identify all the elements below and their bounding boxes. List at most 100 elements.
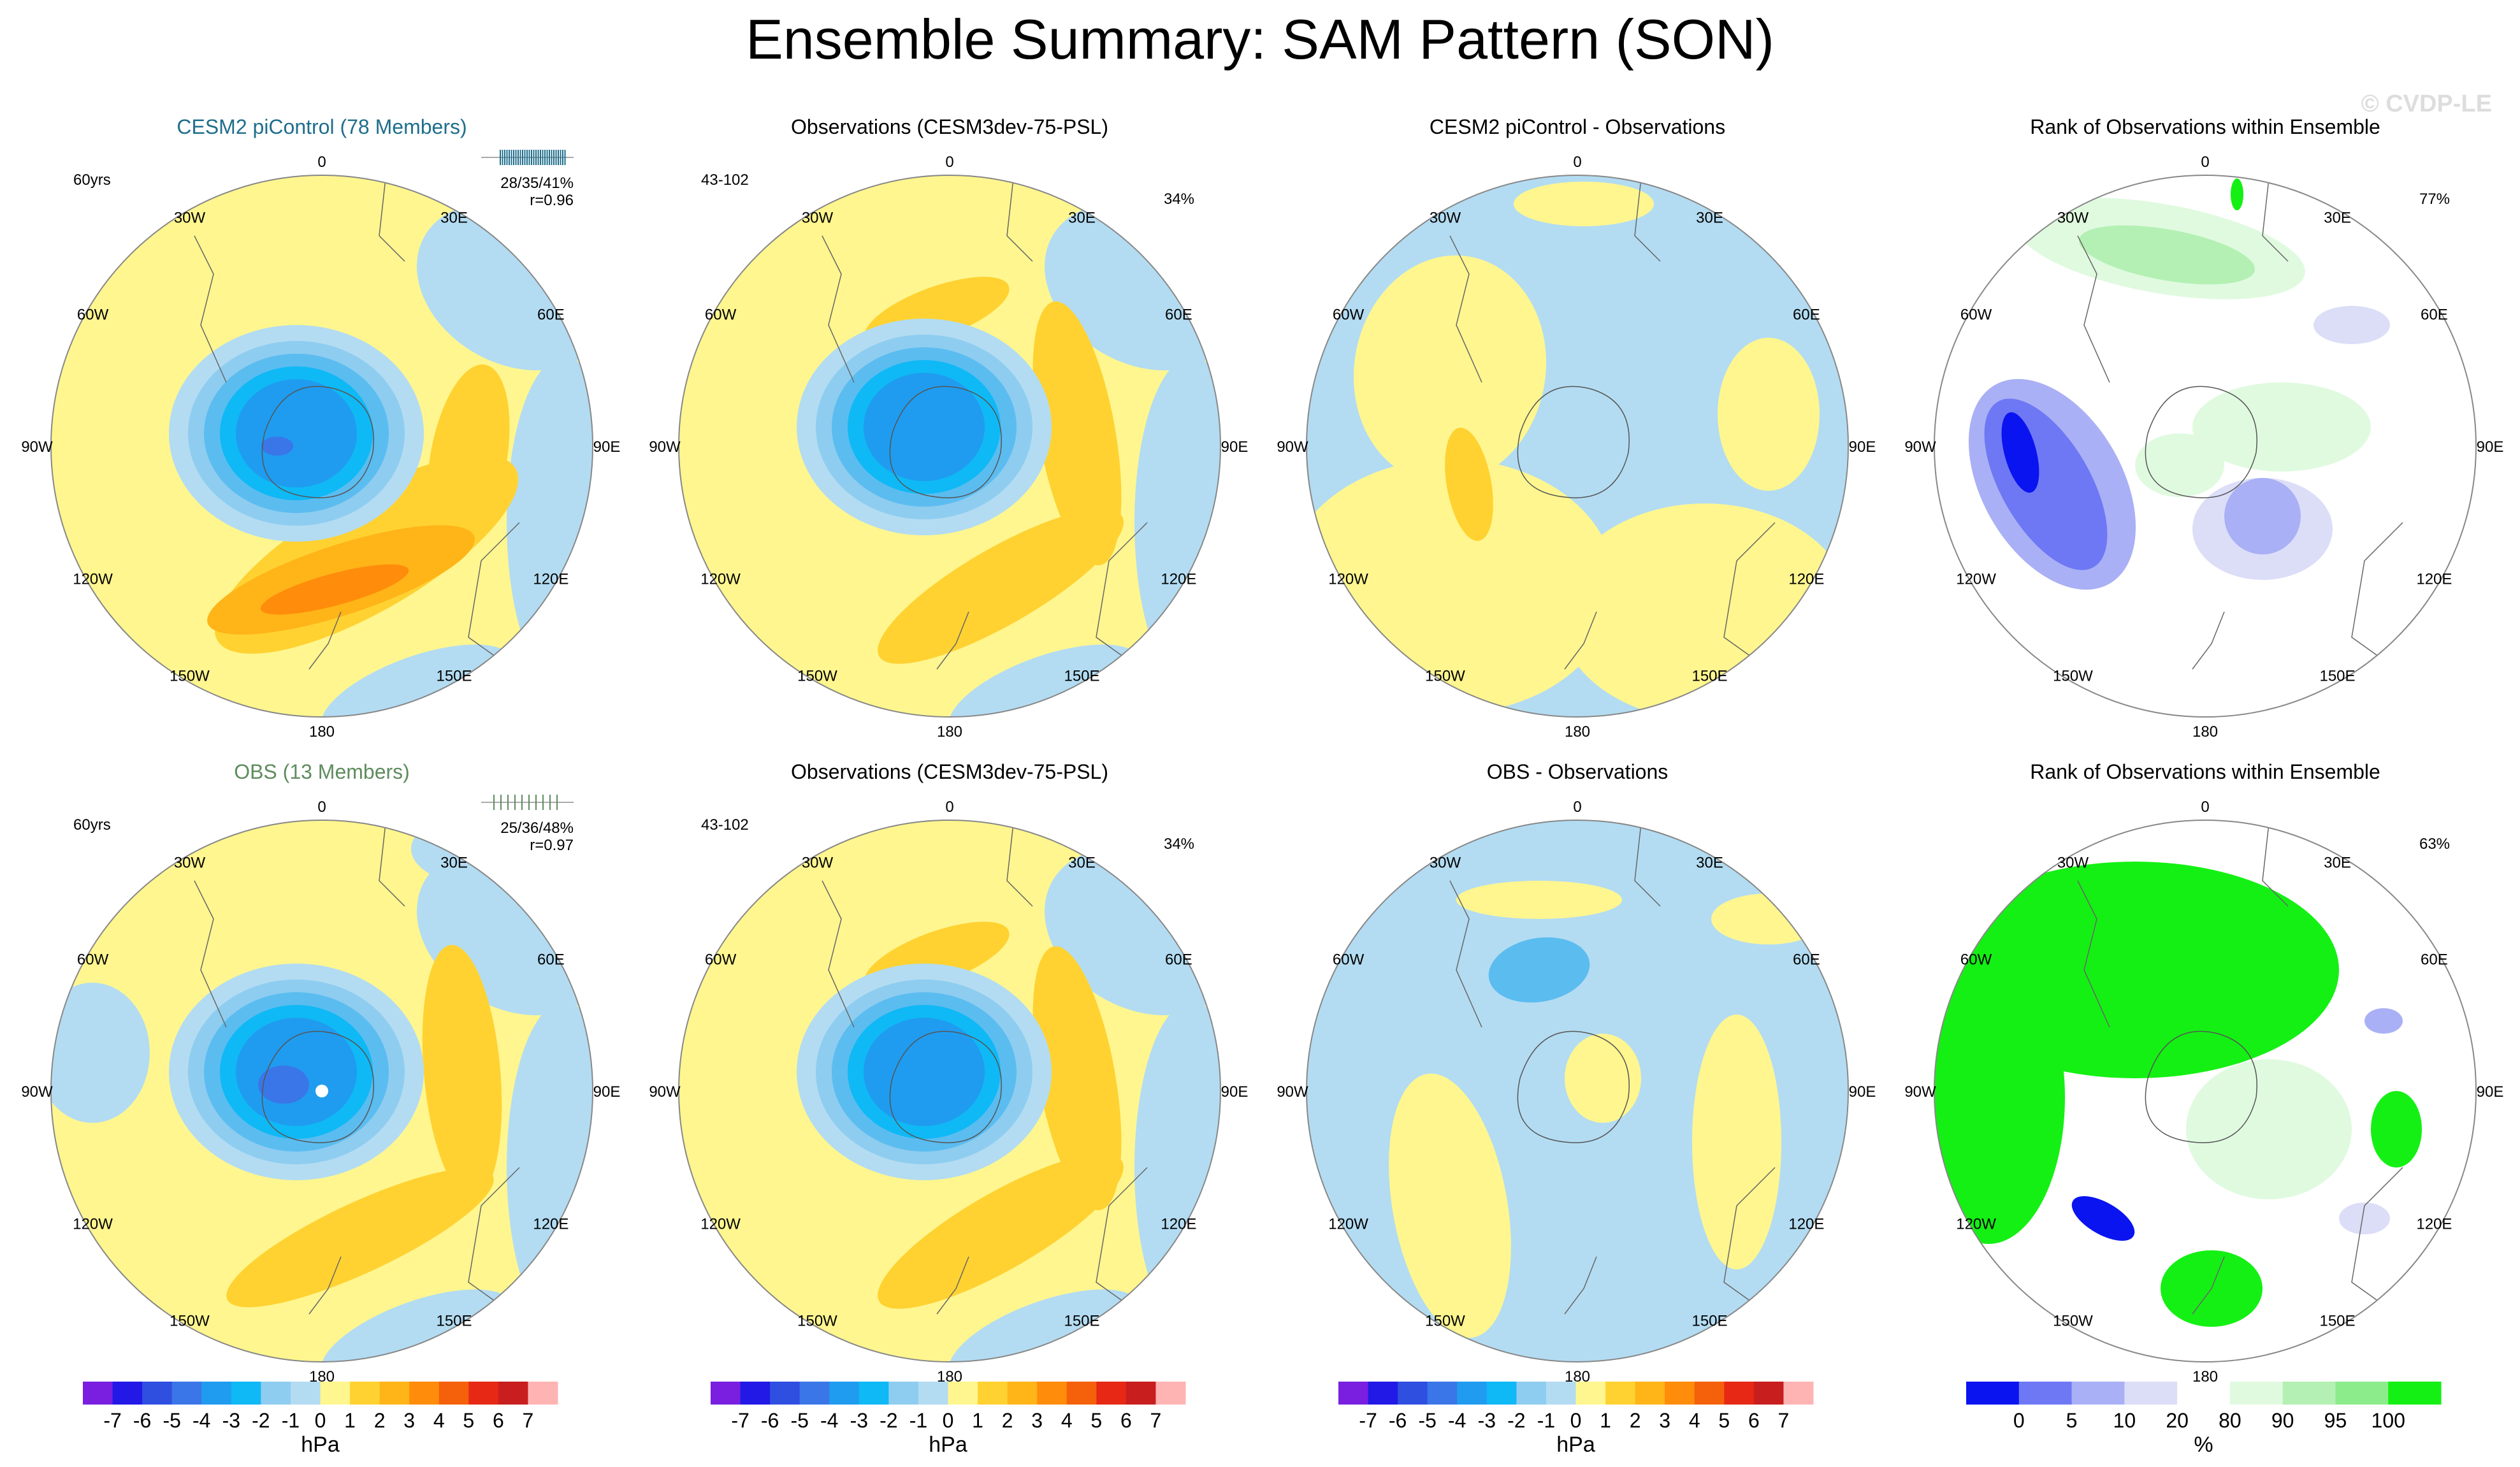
stats-label: 28/35/41% [500,175,574,192]
colorbar-swatch [438,1382,469,1405]
new-zealand-coastline [936,1256,969,1315]
new-zealand-coastline [2192,611,2225,670]
colorbar-swatch [528,1382,558,1405]
longitude-label: 90W [21,1083,53,1101]
negative-anomaly [864,373,985,481]
colorbar-swatch [1457,1382,1488,1405]
map-field [1934,175,2476,717]
panel-title: CESM2 piControl - Observations [1430,115,1725,138]
australia-coastline [1723,1167,1776,1315]
colorbar-tick-label: -3 [850,1409,868,1432]
australia-coastline [1723,522,1776,670]
longitude-label: 60E [1793,307,1820,324]
africa-coastline [2262,823,2289,907]
colorbar-tick-label: 5 [2066,1409,2078,1432]
map-boundary [678,820,1221,1362]
colorbar-swatch [112,1382,143,1405]
colorbar-swatch [468,1382,499,1405]
colorbar-tick-label: -4 [820,1409,838,1432]
longitude-label: 90W [21,438,53,456]
colorbar-swatch [1007,1382,1038,1405]
antarctica-coastline [2145,386,2257,498]
longitude-label: 0 [317,154,326,171]
colorbar-tick-label: 7 [1778,1409,1790,1432]
colorbar-swatch [2177,1382,2231,1405]
colorbar-swatch [498,1382,528,1405]
longitude-label: 150E [1064,1312,1099,1329]
panel-grid: 0 30E 60E 90E 120E 150E 180 150W 120W 90W 60W 30W CE… [21,115,2504,1385]
longitude-label: 120W [73,1216,113,1233]
panel-r2c3: 030E60E90E120E150E180150W120W90W60W30WOB… [1277,760,1876,1385]
south-america-coastline [2077,880,2110,1028]
longitude-label: 60W [1960,307,1992,324]
colorbar-tick-label: 80 [2219,1409,2241,1432]
longitude-label: 150E [2319,1312,2355,1329]
longitude-label: 120W [1956,1216,1996,1233]
colorbar-tick-label: 3 [1031,1409,1043,1432]
longitude-label: 30W [802,855,834,872]
panel-r1c1: 0 30E 60E 90E 120E 150E 180 150W 120W 90W 60W 30W CE… [21,115,620,741]
colorbar-swatch [711,1382,741,1405]
longitude-label: 60W [1960,951,1992,969]
antarctica-coastline [1517,1030,1630,1143]
longitude-label: 0 [945,799,953,816]
colorbar-swatch [231,1382,261,1405]
longitude-label: 30E [440,210,468,227]
longitude-label: 150E [1691,1312,1727,1329]
negative-anomaly [261,437,293,456]
longitude-label: 30W [174,855,206,872]
longitude-label: 30E [440,855,468,872]
map-boundary [50,820,593,1362]
longitude-label: 150W [2053,667,2093,684]
period-label: 43-102 [701,816,749,834]
positive-anomaly [427,364,510,554]
panel-r2c1: 030E60E90E120E150E180150W120W90W60W30WOB… [21,760,620,1385]
panel-title: Rank of Observations within Ensemble [2030,115,2380,138]
antarctica-coastline [1517,386,1630,498]
ocean-region [1134,1002,1220,1333]
colorbar-tick-label: 5 [1718,1409,1730,1432]
colorbar-tick-label: -6 [133,1409,151,1432]
missing-data-dot [315,1085,328,1097]
colorbar-swatch [770,1382,800,1405]
map-boundary [678,175,1221,718]
longitude-label: 60W [77,307,109,324]
ocean-region [507,1002,593,1333]
percent-label: 34% [1164,835,1194,853]
colorbar-swatch [1546,1382,1576,1405]
colorbar-swatch [799,1382,830,1405]
longitude-label: 90E [2477,1083,2504,1101]
map-boundary [1934,175,2477,718]
longitude-label: 120E [1161,571,1196,588]
positive-anomaly [1718,338,1820,491]
colorbar-swatch [1066,1382,1097,1405]
colorbar-swatch [918,1382,948,1405]
africa-coastline [1006,823,1033,907]
colorbar-tick-label: -1 [1537,1409,1555,1432]
watermark: © CVDP-LE [2361,90,2492,117]
longitude-label: 30E [1068,855,1096,872]
member-spread-strip [481,795,574,810]
new-zealand-coastline [1564,611,1597,670]
longitude-label: 60E [537,307,565,324]
colorbar-swatch [829,1382,860,1405]
map-field [51,175,593,717]
period-label: 43-102 [701,171,749,189]
colorbar-tick-label: 4 [433,1409,445,1432]
colorbar-tick-label: 4 [1689,1409,1700,1432]
map-boundary [1306,175,1849,718]
longitude-label: 90E [2477,438,2504,456]
australia-coastline [1096,1167,1148,1315]
new-zealand-coastline [1564,1256,1597,1315]
longitude-label: 0 [1573,154,1581,171]
rank-region [2224,478,2301,554]
colorbar-tick-label: 0 [315,1409,326,1432]
colorbar-3: 0 5 10 20 80 90 95 100% [1966,1382,2442,1457]
page-title: Ensemble Summary: SAM Pattern (SON) [746,8,1774,71]
colorbar-tick-label: 2 [1630,1409,1641,1432]
australia-coastline [468,1167,520,1315]
colorbar-tick-label: -6 [761,1409,779,1432]
longitude-label: 120E [1161,1216,1196,1233]
longitude-label: 120W [1956,571,1996,588]
